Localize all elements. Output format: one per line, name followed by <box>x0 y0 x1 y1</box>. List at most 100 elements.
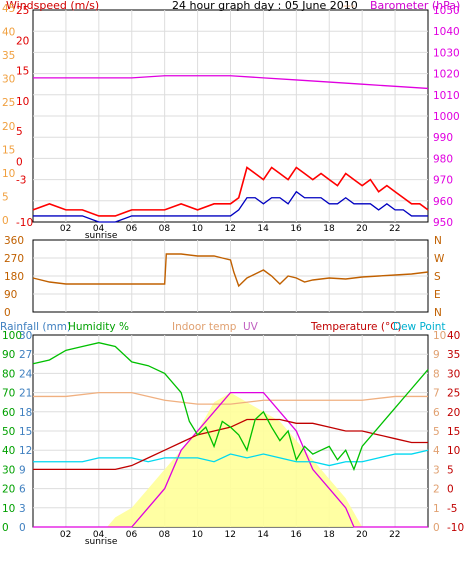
rainfall-tick-label: 24 <box>19 368 33 380</box>
uv-tick-label: 8 <box>433 368 440 380</box>
rainfall-legend: Rainfall (mm) <box>0 321 71 333</box>
humidity-tick-label: 20 <box>2 484 15 496</box>
hour-tick-label: 12 <box>225 224 236 234</box>
humidity-tick-label: 100 <box>2 330 22 342</box>
compass-tick-label: N <box>434 235 442 247</box>
windspeed-outer-tick-label: 25 <box>2 97 15 109</box>
humidity-tick-label: 60 <box>2 407 15 419</box>
direction-tick-label: 90 <box>4 289 17 301</box>
temperature-tick-label: 10 <box>447 445 460 457</box>
uv-tick-label: 0 <box>433 522 440 534</box>
temperature-legend: Temperature (°C) <box>310 321 402 333</box>
series-solar-area <box>33 392 428 527</box>
rainfall-tick-label: 9 <box>19 464 26 476</box>
rainfall-tick-label: 6 <box>19 484 26 496</box>
windspeed-tick-label: -3 <box>16 175 26 187</box>
hour-tick-label: 22 <box>389 530 400 540</box>
hour-tick-label: 18 <box>323 530 335 540</box>
compass-tick-label: N <box>434 307 442 319</box>
rainfall-tick-label: 30 <box>19 330 32 342</box>
direction-tick-label: 360 <box>4 235 24 247</box>
windspeed-outer-tick-label: 35 <box>2 50 15 62</box>
barometer-tick-label: 1050 <box>433 5 460 17</box>
compass-tick-label: E <box>434 289 441 301</box>
dewpoint-legend: Dew Point <box>393 321 446 333</box>
rainfall-tick-label: 21 <box>19 388 32 400</box>
windspeed-outer-tick-label: 20 <box>2 121 15 133</box>
temperature-tick-label: 35 <box>447 349 460 361</box>
rainfall-tick-label: 12 <box>19 445 32 457</box>
compass-tick-label: W <box>434 253 445 265</box>
barometer-tick-label: 1020 <box>433 69 460 81</box>
hour-tick-label: 16 <box>290 530 302 540</box>
hour-tick-label: 20 <box>356 530 368 540</box>
humidity-tick-label: 70 <box>2 388 15 400</box>
hour-tick-label: 10 <box>192 224 204 234</box>
uv-tick-label: 7 <box>433 388 440 400</box>
windspeed-outer-tick-label: 5 <box>2 191 9 203</box>
uv-tick-label: 3 <box>433 464 440 476</box>
hour-tick-label: 14 <box>257 224 269 234</box>
temperature-tick-label: -10 <box>447 522 464 534</box>
uv-tick-label: 6 <box>433 407 440 419</box>
hour-tick-label: 04 <box>93 224 105 234</box>
windspeed-tick-label: 20 <box>16 35 29 47</box>
temperature-tick-label: 15 <box>447 426 460 438</box>
uv-tick-label: 4 <box>433 445 440 457</box>
temperature-tick-label: 30 <box>447 368 460 380</box>
uv-tick-label: 5 <box>433 426 440 438</box>
series-dew-point <box>33 449 429 467</box>
hour-tick-label: 20 <box>356 224 368 234</box>
direction-tick-label: 180 <box>4 271 24 283</box>
series-windspeed-gust <box>32 166 429 217</box>
series-humidity- <box>32 342 429 472</box>
temperature-tick-label: 20 <box>447 407 460 419</box>
uv-tick-label: 9 <box>433 349 440 361</box>
windspeed-outer-tick-label: 30 <box>2 74 15 86</box>
windspeed-tick-label: 10 <box>16 96 29 108</box>
windspeed-outer-tick-label: 10 <box>2 168 15 180</box>
barometer-tick-label: 1000 <box>433 111 460 123</box>
windspeed-legend: Windspeed (m/s) <box>6 0 99 12</box>
barometer-tick-label: 990 <box>433 132 453 144</box>
temperature-tick-label: 40 <box>447 330 460 342</box>
windspeed-tick-label: 15 <box>16 66 29 78</box>
series-uv <box>33 391 428 528</box>
wind-barometer-panel: Windspeed (m/s) 24 hour graph day : 05 J… <box>2 0 460 241</box>
humidity-tick-label: 30 <box>2 464 15 476</box>
windspeed-outer-tick-label: 0 <box>2 215 9 227</box>
sunrise-label: sunrise <box>85 231 118 241</box>
temp-humidity-panel: Rainfall (mm) Humidity % Indoor temp UV … <box>0 321 464 547</box>
direction-tick-label: 0 <box>4 307 11 319</box>
hour-tick-label: 08 <box>159 530 171 540</box>
humidity-tick-label: 80 <box>2 368 15 380</box>
rainfall-tick-label: 27 <box>19 349 32 361</box>
barometer-tick-label: 970 <box>433 175 453 187</box>
indoor-temp-legend: Indoor temp <box>172 321 237 333</box>
hour-tick-label: 06 <box>126 530 138 540</box>
windspeed-outer-tick-label: 15 <box>2 144 15 156</box>
hour-tick-label: 18 <box>323 224 335 234</box>
temperature-tick-label: 5 <box>447 464 454 476</box>
rainfall-tick-label: 15 <box>19 426 32 438</box>
temperature-tick-label: -5 <box>447 503 457 515</box>
barometer-tick-label: 960 <box>433 196 453 208</box>
hour-tick-label: 14 <box>257 530 269 540</box>
uv-tick-label: 1 <box>433 503 440 515</box>
hour-tick-label: 10 <box>192 530 204 540</box>
humidity-tick-label: 90 <box>2 349 15 361</box>
humidity-tick-label: 10 <box>2 503 15 515</box>
hour-tick-label: 04 <box>93 530 105 540</box>
barometer-tick-label: 1040 <box>433 26 460 38</box>
rainfall-tick-label: 18 <box>19 407 32 419</box>
windspeed-tick-label: 5 <box>16 126 23 138</box>
rainfall-tick-label: 0 <box>19 522 26 534</box>
windspeed-tick-label: -10 <box>16 217 33 229</box>
hour-tick-label: 22 <box>389 224 400 234</box>
humidity-tick-label: 0 <box>2 522 9 534</box>
chart-title: 24 hour graph day : 05 June 2010 <box>172 0 358 12</box>
humidity-tick-label: 40 <box>2 445 15 457</box>
barometer-legend: Barometer (hPa) <box>370 0 460 12</box>
hour-tick-label: 08 <box>159 224 171 234</box>
